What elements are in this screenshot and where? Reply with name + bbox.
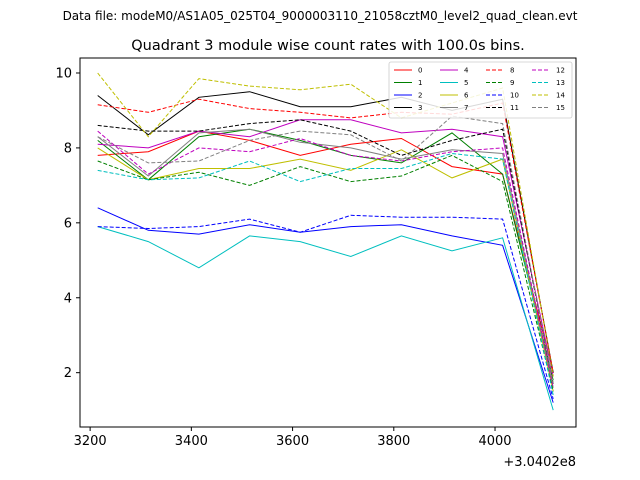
series-line-2 [97,207,554,403]
x-tick-label: 3600 [276,434,309,449]
y-tick-label: 10 [55,66,72,81]
series-line-10 [97,214,554,400]
series-line-5 [97,226,554,411]
series-line-12 [97,130,554,388]
y-tick-label: 8 [64,141,72,156]
series-line-9 [97,154,554,392]
series-line-0 [97,130,554,373]
legend-label-15: 15 [556,104,565,112]
x-tick-label: 3200 [74,434,107,449]
figure-suptitle: Data file: modeM0/AS1A05_025T04_90000031… [63,9,578,23]
y-tick-label: 2 [64,366,72,381]
legend-label-12: 12 [556,67,565,75]
legend-label-2: 2 [418,92,422,100]
legend-label-1: 1 [418,79,422,87]
legend-label-13: 13 [556,79,565,87]
series-line-14 [97,72,554,377]
x-tick-label: 3800 [377,434,410,449]
series-line-4 [97,119,554,377]
y-tick-label: 4 [64,291,72,306]
series-line-6 [97,147,554,392]
x-tick-label: 4000 [478,434,511,449]
legend-label-10: 10 [510,92,519,100]
chart-title: Quadrant 3 module wise count rates with … [131,38,525,54]
series-line-15 [97,115,554,384]
series-line-1 [97,128,554,381]
x-axis-offset-label: +3.0402e8 [503,455,576,470]
legend-label-8: 8 [510,67,514,75]
series-line-8 [97,98,554,373]
legend-box [388,61,573,119]
legend-label-3: 3 [418,104,422,112]
legend-label-11: 11 [510,104,519,112]
legend-label-0: 0 [418,67,422,75]
y-tick-label: 6 [64,216,72,231]
axes-frame [79,57,577,428]
x-tick-label: 3400 [175,434,208,449]
legend-label-9: 9 [510,79,514,87]
legend-label-14: 14 [556,92,565,100]
series-line-11 [97,119,554,384]
legend-label-5: 5 [464,79,468,87]
series-line-7 [97,128,554,388]
legend-label-4: 4 [464,67,469,75]
series-line-13 [97,152,554,396]
legend-label-6: 6 [464,92,469,100]
legend-label-7: 7 [464,104,468,112]
